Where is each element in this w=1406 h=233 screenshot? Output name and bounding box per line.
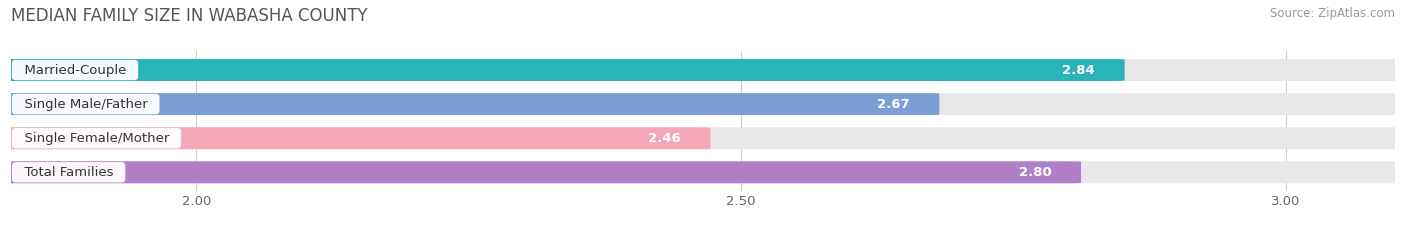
Text: 2.84: 2.84 [1063, 64, 1095, 76]
FancyBboxPatch shape [0, 127, 710, 149]
FancyBboxPatch shape [0, 161, 1406, 183]
Text: 2.46: 2.46 [648, 132, 682, 145]
FancyBboxPatch shape [0, 127, 1406, 149]
Text: Single Female/Mother: Single Female/Mother [15, 132, 177, 145]
FancyBboxPatch shape [0, 93, 1406, 115]
Text: 2.80: 2.80 [1019, 166, 1052, 179]
Text: Source: ZipAtlas.com: Source: ZipAtlas.com [1270, 7, 1395, 20]
Text: Total Families: Total Families [15, 166, 121, 179]
FancyBboxPatch shape [0, 161, 1081, 183]
Text: Single Male/Father: Single Male/Father [15, 98, 156, 111]
Text: Married-Couple: Married-Couple [15, 64, 135, 76]
Text: MEDIAN FAMILY SIZE IN WABASHA COUNTY: MEDIAN FAMILY SIZE IN WABASHA COUNTY [11, 7, 368, 25]
FancyBboxPatch shape [0, 93, 939, 115]
FancyBboxPatch shape [0, 59, 1406, 81]
FancyBboxPatch shape [0, 59, 1125, 81]
Text: 2.67: 2.67 [877, 98, 910, 111]
